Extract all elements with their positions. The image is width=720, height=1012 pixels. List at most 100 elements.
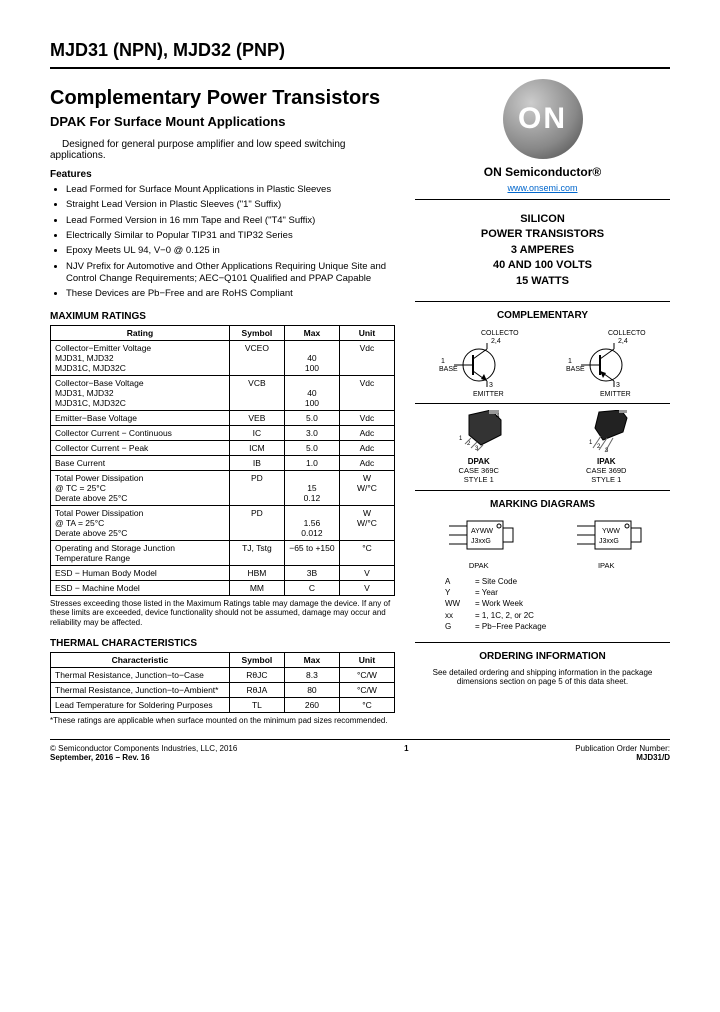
divider <box>415 199 670 200</box>
feature-item: Lead Formed Version in 16 mm Tape and Re… <box>66 215 395 227</box>
dpak-name: DPAK <box>451 457 506 466</box>
logo-block: ON ON Semiconductor® www.onsemi.com <box>415 79 670 193</box>
legend-row: G= Pb−Free Package <box>445 621 670 632</box>
features-list: Lead Formed for Surface Mount Applicatio… <box>50 184 395 301</box>
table-cell: 8.3 <box>284 667 339 682</box>
table-cell: 1.0 <box>284 455 339 470</box>
marking-legend: A= Site CodeY= YearWW= Work Weekxx= 1, 1… <box>445 576 670 632</box>
svg-text:1: 1 <box>459 436 463 442</box>
table-cell: C <box>284 580 339 595</box>
feature-item: Electrically Similar to Popular TIP31 an… <box>66 230 395 242</box>
table-row: ESD − Machine ModelMMCV <box>51 580 395 595</box>
table-cell: MM <box>229 580 284 595</box>
table-cell: 15 0.12 <box>284 470 339 505</box>
table-row: Operating and Storage Junction Temperatu… <box>51 540 395 565</box>
table-row: Thermal Resistance, Junction−to−CaseRθJC… <box>51 667 395 682</box>
ipak-marking-name: IPAK <box>569 561 644 570</box>
brand-link[interactable]: www.onsemi.com <box>415 183 670 193</box>
svg-text:3: 3 <box>616 382 620 389</box>
legend-value: = Pb−Free Package <box>475 621 546 632</box>
table-row: Thermal Resistance, Junction−to−Ambient*… <box>51 682 395 697</box>
thermal-note: *These ratings are applicable when surfa… <box>50 716 395 726</box>
legend-value: = Site Code <box>475 576 517 587</box>
spec-l2: POWER TRANSISTORS <box>415 227 670 242</box>
legend-key: xx <box>445 610 475 621</box>
ipak-name: IPAK <box>579 457 634 466</box>
table-header: Unit <box>339 652 394 667</box>
table-cell: V <box>339 565 394 580</box>
table-row: Total Power Dissipation @ TA = 25°C Dera… <box>51 505 395 540</box>
ordering-text: See detailed ordering and shipping infor… <box>415 668 670 686</box>
table-cell: VEB <box>229 410 284 425</box>
pub-label: Publication Order Number: <box>575 744 670 753</box>
page-title: Complementary Power Transistors <box>50 87 395 110</box>
table-cell: Vdc <box>339 340 394 375</box>
table-cell: Vdc <box>339 375 394 410</box>
divider <box>415 490 670 491</box>
table-cell: 3.0 <box>284 425 339 440</box>
svg-text:1: 1 <box>441 358 445 365</box>
footer-right: Publication Order Number: MJD31/D <box>575 744 670 762</box>
legend-row: A= Site Code <box>445 576 670 587</box>
main-layout: Complementary Power Transistors DPAK For… <box>50 79 670 725</box>
table-header: Max <box>284 652 339 667</box>
pnp-symbol: COLLECTOR 2,4 1 BASE 3 EMITTER <box>566 327 646 397</box>
left-column: Complementary Power Transistors DPAK For… <box>50 79 395 725</box>
table-header: Unit <box>339 325 394 340</box>
table-row: Emitter−Base VoltageVEB5.0Vdc <box>51 410 395 425</box>
table-cell: Collector Current − Continuous <box>51 425 230 440</box>
table-row: Collector−Base Voltage MJD31, MJD32 MJD3… <box>51 375 395 410</box>
svg-text:1: 1 <box>568 358 572 365</box>
footer-left: © Semiconductor Components Industries, L… <box>50 744 237 762</box>
table-cell: TJ, Tstg <box>229 540 284 565</box>
dpak-case: CASE 369C <box>451 466 506 475</box>
table-cell: HBM <box>229 565 284 580</box>
table-row: ESD − Human Body ModelHBM3BV <box>51 565 395 580</box>
page-number: 1 <box>404 744 408 762</box>
table-cell: Total Power Dissipation @ TA = 25°C Dera… <box>51 505 230 540</box>
table-row: Lead Temperature for Soldering PurposesT… <box>51 697 395 712</box>
table-cell: RθJA <box>229 682 284 697</box>
package-diagrams: 123 4 DPAK CASE 369C STYLE 1 123 IPAK CA… <box>415 410 670 484</box>
table-cell: Emitter−Base Voltage <box>51 410 230 425</box>
spec-l5: 15 WATTS <box>415 274 670 289</box>
pub-number: MJD31/D <box>575 753 670 762</box>
table-cell: ESD − Machine Model <box>51 580 230 595</box>
logo-icon: ON <box>503 79 583 159</box>
right-column: ON ON Semiconductor® www.onsemi.com SILI… <box>415 79 670 725</box>
table-row: Collector−Emitter Voltage MJD31, MJD32 M… <box>51 340 395 375</box>
table-cell: Thermal Resistance, Junction−to−Ambient* <box>51 682 230 697</box>
svg-text:J3xxG: J3xxG <box>599 538 619 545</box>
table-cell: 5.0 <box>284 410 339 425</box>
legend-row: Y= Year <box>445 587 670 598</box>
table-cell: RθJC <box>229 667 284 682</box>
table-header: Rating <box>51 325 230 340</box>
svg-text:COLLECTOR: COLLECTOR <box>608 330 646 337</box>
spec-box: SILICON POWER TRANSISTORS 3 AMPERES 40 A… <box>415 212 670 289</box>
intro-text: Designed for general purpose amplifier a… <box>50 139 395 161</box>
legend-key: WW <box>445 598 475 609</box>
legend-value: = Work Week <box>475 598 523 609</box>
max-ratings-title: MAXIMUM RATINGS <box>50 311 395 322</box>
footer: © Semiconductor Components Industries, L… <box>50 739 670 762</box>
table-cell: Vdc <box>339 410 394 425</box>
table-cell: °C <box>339 697 394 712</box>
ipak-style: STYLE 1 <box>579 475 634 484</box>
divider <box>415 642 670 643</box>
ipak-marking: YWW J3xxG IPAK <box>569 516 644 570</box>
spec-l1: SILICON <box>415 212 670 227</box>
table-cell: VCEO <box>229 340 284 375</box>
table-cell: Collector−Base Voltage MJD31, MJD32 MJD3… <box>51 375 230 410</box>
table-cell: Thermal Resistance, Junction−to−Case <box>51 667 230 682</box>
table-cell: 40 100 <box>284 340 339 375</box>
table-cell: IB <box>229 455 284 470</box>
table-header: Max <box>284 325 339 340</box>
svg-text:BASE: BASE <box>566 366 585 373</box>
table-cell: Total Power Dissipation @ TC = 25°C Dera… <box>51 470 230 505</box>
table-cell: 40 100 <box>284 375 339 410</box>
dpak-style: STYLE 1 <box>451 475 506 484</box>
table-cell: W W/°C <box>339 470 394 505</box>
transistor-diagrams: COLLECTOR 2,4 1 BASE 3 EMITTER <box>415 327 670 397</box>
svg-text:COLLECTOR: COLLECTOR <box>481 330 519 337</box>
brand-name: ON Semiconductor® <box>415 165 670 179</box>
